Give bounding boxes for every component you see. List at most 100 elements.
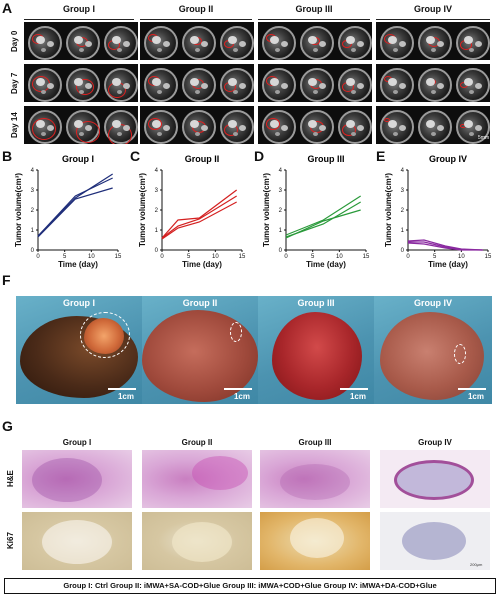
photo-title: Group II: [182, 298, 218, 308]
y-tick-label: 3: [31, 188, 35, 194]
panel-d-letter: D: [254, 148, 265, 164]
tumor-roi-outline: [32, 34, 44, 44]
mri-image: [62, 22, 100, 60]
he-stain-group-2: [142, 450, 252, 508]
panel-f-letter: F: [2, 272, 11, 288]
liver-photo-group-4: Group IV 1cm: [374, 296, 492, 404]
lesion-outline: [80, 312, 130, 358]
y-tick-label: 1: [155, 228, 159, 234]
panel-a-group-2-header: Group II: [140, 4, 252, 20]
stain-region: [192, 456, 248, 490]
histology-group-1-header: Group I: [62, 438, 92, 447]
mri-image: [452, 64, 490, 102]
mri-image: [376, 106, 414, 144]
scale-label: 1cm: [349, 392, 366, 401]
mri-image: [258, 64, 296, 102]
mri-image: [140, 64, 178, 102]
y-tick-label: 3: [279, 188, 283, 194]
x-tick-label: 10: [212, 254, 219, 260]
stain-region: [42, 520, 112, 564]
photo-title: Group I: [63, 298, 95, 308]
scale-label: 1cm: [467, 392, 484, 401]
liver-organ: [380, 312, 484, 400]
mri-image: [24, 64, 62, 102]
tumor-roi-outline: [192, 79, 204, 89]
x-tick-label: 10: [458, 254, 465, 260]
he-stain-group-3: [260, 450, 370, 508]
panel-a-group-3-header: Group III: [258, 4, 370, 20]
mri-image: [100, 106, 138, 144]
tumor-roi-outline: [266, 118, 280, 130]
y-tick-label: 2: [155, 208, 159, 214]
y-tick-label: 4: [279, 168, 283, 174]
tumor-roi-outline: [148, 34, 158, 42]
mri-image: [140, 106, 178, 144]
mri-image: [178, 22, 216, 60]
series-line-1: [161, 189, 238, 239]
stain-region: [402, 522, 466, 560]
y-tick-label: 2: [401, 208, 405, 214]
panel-a-group-1-header: Group I: [24, 4, 134, 20]
x-axis-label: Time (day): [182, 260, 222, 269]
stain-region: [290, 518, 344, 558]
histology-group-2-header: Group II: [181, 438, 213, 447]
histology-row-he: H&E: [6, 470, 15, 488]
x-axis-label: Time (day): [58, 260, 98, 269]
x-tick-label: 0: [284, 254, 288, 260]
stain-region: [280, 464, 350, 500]
y-tick-label: 0: [31, 248, 35, 254]
scale-bar: [340, 388, 368, 390]
stain-region: [32, 458, 102, 502]
chart-title: Group II: [185, 154, 220, 164]
mri-image: [258, 106, 296, 144]
tumor-roi-outline: [428, 37, 440, 47]
tumor-roi-outline: [32, 118, 56, 140]
lesion-outline: [454, 344, 466, 364]
x-tick-label: 5: [63, 254, 67, 260]
mri-image: [414, 64, 452, 102]
tumor-roi-outline: [310, 121, 324, 133]
panel-a-group-4-header: Group IV: [376, 4, 490, 20]
mri-image: [62, 106, 100, 144]
mri-image: [216, 64, 254, 102]
y-tick-label: 2: [31, 208, 35, 214]
x-tick-label: 5: [187, 254, 191, 260]
ki67-stain-group-1: [22, 512, 132, 570]
mri-image: [100, 64, 138, 102]
panel-a-row-day14: Day 14: [10, 112, 19, 138]
y-tick-label: 0: [155, 248, 159, 254]
mri-image: [296, 106, 334, 144]
liver-photo-group-2: Group II 1cm: [142, 296, 258, 404]
mri-image: [216, 106, 254, 144]
x-tick-label: 10: [336, 254, 343, 260]
mri-image: [62, 64, 100, 102]
x-tick-label: 5: [433, 254, 437, 260]
chart-group-1: Group I 0 1 2 3 4 0 5 10 15 Time (day) Tumor volume…: [8, 150, 126, 275]
mri-image: [100, 22, 138, 60]
x-tick-label: 0: [160, 254, 164, 260]
series-line-3: [407, 242, 483, 251]
tumor-roi-outline: [310, 79, 322, 89]
scale-label: 1cm: [117, 392, 134, 401]
y-tick-label: 0: [279, 248, 283, 254]
scale-bar: [224, 388, 252, 390]
y-tick-label: 3: [401, 188, 405, 194]
mri-image: [24, 22, 62, 60]
tumor-roi-outline: [460, 40, 472, 50]
y-tick-label: 1: [279, 228, 283, 234]
liver-photo-group-3: Group III 1cm: [258, 296, 374, 404]
tumor-roi-outline: [76, 121, 100, 143]
mri-image: [296, 64, 334, 102]
y-axis-label: Tumor volume(cm³): [14, 173, 23, 247]
series-line-3: [285, 209, 361, 239]
tumor-roi-outline: [192, 37, 202, 45]
x-tick-label: 15: [115, 254, 122, 260]
liver-photo-group-1: Group I 1cm: [16, 296, 142, 404]
group-legend: Group I: Ctrl Group II: iMWA+SA-COD+Glue…: [4, 578, 496, 594]
photo-title: Group IV: [414, 298, 452, 308]
y-tick-label: 4: [155, 168, 159, 174]
x-tick-label: 0: [36, 254, 40, 260]
panel-c-letter: C: [130, 148, 141, 164]
panel-e-letter: E: [376, 148, 386, 164]
tumor-roi-outline: [224, 40, 234, 48]
